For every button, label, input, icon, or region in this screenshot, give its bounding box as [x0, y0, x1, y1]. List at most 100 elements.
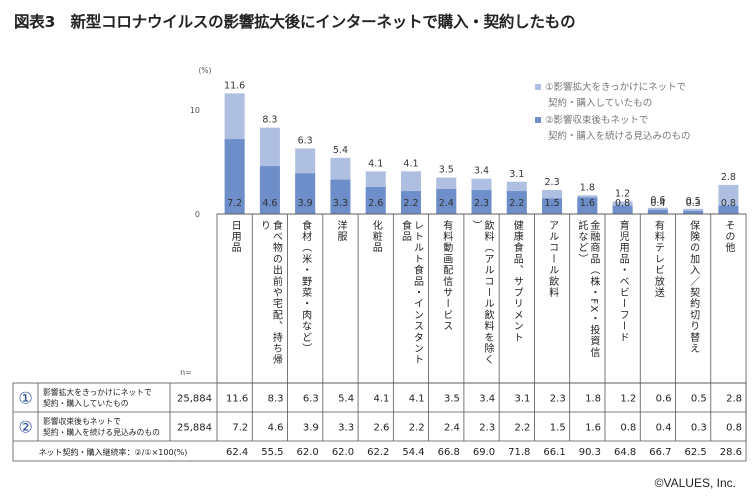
row-label: 影響拡大をきっかけにネットで: [43, 387, 152, 397]
bar-series-2: [330, 179, 351, 214]
bar-series-2: [295, 173, 316, 214]
category-label: 有料動画配信サービス: [441, 219, 453, 332]
row-label: 影響収束後もネットで: [43, 416, 121, 426]
bar-series-2: [436, 189, 457, 214]
data-label-series-1: 8.3: [262, 115, 277, 126]
row-label: 契約・購入を続ける見込みのもの: [43, 427, 160, 437]
data-label-series-1: 4.1: [403, 158, 418, 169]
rate-cell: 62.4: [226, 447, 248, 458]
table-cell: 2.8: [726, 394, 742, 405]
bar-series-2: [506, 191, 527, 214]
data-label-series-2: 3.9: [298, 198, 313, 209]
data-label-series-2: 0.8: [615, 198, 630, 209]
category-label: 食べ物の出前や宅配、持ち帰: [270, 219, 282, 366]
rate-cell: 62.2: [367, 447, 389, 458]
table-cell: 3.5: [444, 394, 460, 405]
data-label-series-2: 4.6: [262, 198, 277, 209]
data-label-series-2: 2.3: [474, 198, 489, 209]
bar-series-2: [612, 205, 633, 214]
table-cell: 6.3: [303, 394, 319, 405]
data-label-series-2: 0.4: [650, 198, 665, 209]
data-label-series-1: 11.6: [224, 80, 245, 91]
category-label: 有料テレビ放送: [652, 219, 664, 299]
table-cell: 1.5: [550, 423, 566, 434]
bar-series-2: [259, 166, 280, 214]
category-label: 食品: [399, 219, 411, 243]
data-label-series-1: 0.5: [686, 196, 701, 207]
table-cell: 3.9: [303, 423, 319, 434]
category-label: 育児用品・ベビーフード: [617, 219, 629, 343]
category-label: アルコール飲料: [547, 220, 559, 298]
table-cell: 3.1: [515, 394, 531, 405]
category-label: 託など）: [576, 219, 588, 265]
table-cell: 2.3: [550, 394, 566, 405]
bar-series-2: [400, 191, 421, 214]
data-label-series-2: 3.3: [333, 198, 348, 209]
data-label-series-1: 3.1: [509, 169, 524, 180]
row-marker: ②: [18, 418, 32, 437]
rate-cell: 66.7: [649, 447, 671, 458]
table-cell: 0.8: [620, 423, 636, 434]
data-label-series-2: 2.2: [509, 198, 524, 209]
table-cell: 4.6: [268, 423, 284, 434]
data-label-series-1: 4.1: [368, 158, 383, 169]
legend-swatch-1: [535, 84, 541, 90]
bar-series-2: [365, 186, 386, 214]
legend-label-1: ①影響拡大をきっかけにネットで: [545, 81, 686, 93]
bar-series-2: [647, 209, 668, 214]
data-label-series-1: 1.8: [580, 182, 595, 193]
table-cell: 2.2: [515, 423, 531, 434]
data-label-series-2: 1.5: [545, 198, 560, 209]
copyright: ©VALUES, Inc.: [654, 476, 736, 490]
rate-cell: 55.5: [261, 447, 283, 458]
category-label: 金融商品（株・FX・投資信: [588, 219, 600, 358]
legend-label-1b: 契約・購入していたもの: [548, 97, 652, 109]
bar-series-2: [683, 210, 704, 214]
category-label: 日用品: [229, 220, 241, 254]
rate-cell: 69.0: [473, 447, 495, 458]
rate-cell: 71.8: [508, 447, 530, 458]
rate-cell: 62.0: [297, 447, 319, 458]
table-cell: 4.1: [373, 394, 389, 405]
table-cell: 7.2: [232, 423, 248, 434]
data-label-series-1: 5.4: [333, 145, 348, 156]
data-label-series-2: 1.6: [580, 198, 595, 209]
legend-label-2: ②影響収束後もネットで: [545, 114, 649, 126]
data-label-series-2: 2.2: [403, 198, 418, 209]
data-label-series-1: 3.5: [439, 165, 454, 176]
bar-series-2: [542, 198, 563, 214]
bar-series-2: [718, 205, 739, 214]
bar-series-2: [224, 139, 245, 214]
data-label-series-1: 1.2: [615, 189, 630, 200]
category-label: ）: [470, 220, 482, 231]
row-n: 25,884: [177, 423, 212, 434]
data-label-series-2: 7.2: [227, 198, 242, 209]
data-label-series-1: 0.6: [650, 195, 665, 206]
category-label: 飲料（アルコール飲料を除く: [482, 219, 494, 366]
n-header: n=: [180, 368, 192, 377]
table-cell: 3.3: [338, 423, 354, 434]
table-cell: 1.6: [585, 423, 601, 434]
rate-cell: 62.5: [685, 447, 707, 458]
row-marker: ①: [18, 389, 32, 408]
rate-cell: 90.3: [579, 447, 601, 458]
table-cell: 0.8: [726, 423, 742, 434]
rate-cell: 28.6: [720, 447, 742, 458]
rate-cell: 66.8: [438, 447, 460, 458]
category-label: 化粧品: [370, 219, 382, 254]
data-label-series-1: 6.3: [298, 135, 313, 146]
data-label-series-1: 2.3: [545, 177, 560, 188]
table-cell: 2.4: [444, 423, 460, 434]
bar-series-2: [577, 197, 598, 214]
rate-label: ネット契約・購入継続率：②/①×100(%): [39, 447, 188, 457]
table-cell: 3.4: [479, 394, 495, 405]
rate-cell: 54.4: [402, 447, 424, 458]
y-axis-unit: (%): [199, 66, 212, 75]
category-label: り: [258, 220, 269, 231]
table-cell: 2.3: [479, 423, 495, 434]
data-label-series-2: 0.3: [686, 198, 701, 209]
rate-cell: 66.1: [543, 447, 565, 458]
y-tick-label: 10: [190, 106, 200, 115]
rate-cell: 64.8: [614, 447, 636, 458]
page-title: 図表3 新型コロナウイルスの影響拡大後にインターネットで購入・契約したもの: [14, 13, 576, 31]
